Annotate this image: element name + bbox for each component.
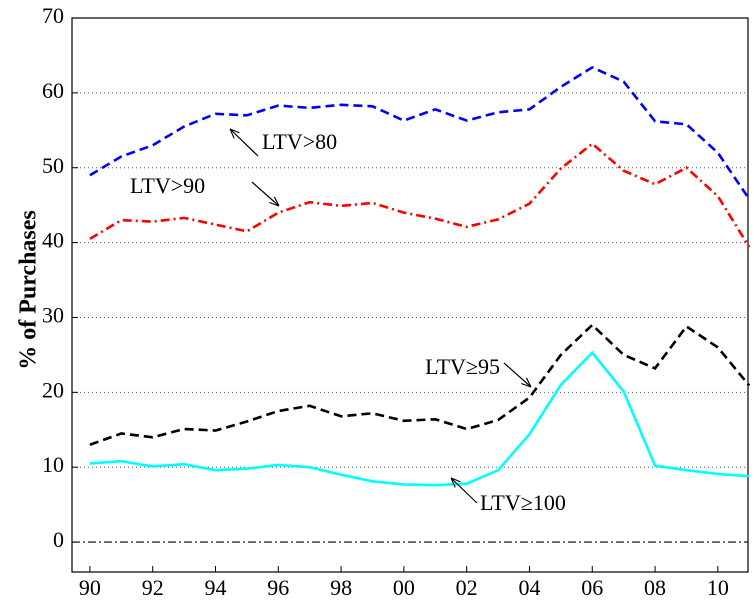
x-tick-label: 98 [330,575,352,600]
x-tick-label: 92 [142,575,164,600]
series-label: LTV≥100 [480,490,566,515]
y-tick-label: 0 [53,527,64,552]
y-tick-label: 20 [42,377,64,402]
annotation-arrow [503,362,531,387]
x-tick-label: 08 [644,575,666,600]
series-label: LTV>80 [262,129,337,154]
series-line [89,350,750,487]
series-line [89,142,751,248]
series-label: LTV≥95 [425,354,500,379]
series-line [89,65,751,200]
annotation-arrow [230,129,259,157]
y-tick-label: 30 [42,303,64,328]
y-axis-label: % of Purchases [16,210,42,370]
x-tick-label: 94 [204,575,226,600]
series-line [89,323,751,446]
x-tick-label: 10 [707,575,729,600]
annotation-arrow [251,181,279,206]
x-tick-label: 06 [581,575,603,600]
x-tick-label: 00 [393,575,415,600]
x-tick-label: 02 [456,575,478,600]
x-tick-label: 96 [267,575,289,600]
x-tick-label: 90 [79,575,101,600]
plot-frame [71,17,749,573]
x-tick-label: 04 [518,575,540,600]
y-tick-label: 70 [42,3,64,28]
annotation-arrow [451,478,478,504]
y-tick-label: 40 [42,228,64,253]
series-label: LTV>90 [130,173,205,198]
y-tick-label: 50 [42,153,64,178]
y-tick-label: 10 [42,452,64,477]
y-tick-label: 60 [42,78,64,103]
